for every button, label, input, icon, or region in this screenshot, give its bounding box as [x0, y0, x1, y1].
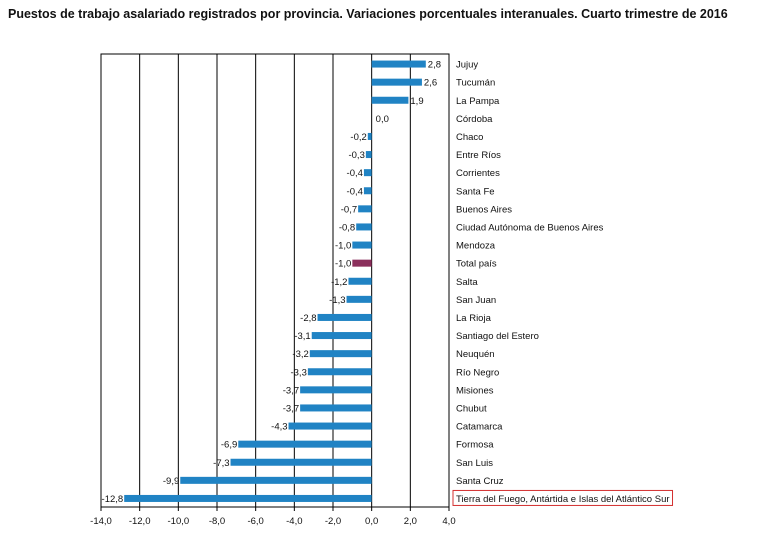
x-tick-label: -6,0	[247, 516, 263, 527]
bar	[356, 223, 372, 231]
category-label: Salta	[456, 277, 478, 288]
bar-value-label: -0,2	[350, 132, 366, 143]
category-label: Tucumán	[456, 78, 495, 89]
bar-value-label: -0,3	[348, 150, 364, 161]
category-label: Chaco	[456, 132, 483, 143]
bar	[358, 205, 372, 213]
x-tick-label: -4,0	[286, 516, 302, 527]
bar	[352, 259, 372, 267]
bar	[307, 368, 372, 376]
bar	[124, 494, 372, 502]
bar	[309, 350, 372, 358]
bar	[367, 132, 372, 140]
category-label: Río Negro	[456, 367, 499, 378]
category-label: San Juan	[456, 295, 496, 306]
category-label: Santa Cruz	[456, 476, 504, 487]
category-label: Corrientes	[456, 168, 500, 179]
x-tick-label: -12,0	[129, 516, 151, 527]
category-label: La Rioja	[456, 313, 492, 324]
x-tick-label: 4,0	[442, 516, 455, 527]
category-label: Entre Ríos	[456, 150, 501, 161]
bar	[346, 295, 372, 303]
bar	[352, 241, 372, 249]
bar-value-label: -12,8	[102, 494, 124, 505]
bar	[371, 78, 422, 86]
category-label: Catamarca	[456, 422, 503, 433]
bar	[363, 169, 372, 177]
bar-value-label: -0,4	[347, 168, 363, 179]
x-tick-label: -10,0	[168, 516, 190, 527]
bar-value-label: 1,9	[410, 96, 423, 107]
bar-value-label: -3,2	[292, 349, 308, 360]
bar-value-label: -9,9	[163, 476, 179, 487]
bar-value-label: -1,0	[335, 241, 351, 252]
category-label: Formosa	[456, 440, 494, 451]
bar	[300, 386, 372, 394]
bar	[311, 332, 372, 340]
bar	[180, 476, 372, 484]
category-label: Tierra del Fuego, Antártida e Islas del …	[456, 494, 670, 505]
bar	[300, 404, 372, 412]
category-label: Total país	[456, 259, 497, 270]
bar	[288, 422, 372, 430]
category-label: Santa Fe	[456, 186, 495, 197]
x-tick-label: -14,0	[90, 516, 112, 527]
category-label: Santiago del Estero	[456, 331, 539, 342]
bar-value-label: 0,0	[376, 114, 389, 125]
bar-value-label: 2,6	[424, 78, 437, 89]
bar	[238, 440, 372, 448]
category-label: San Luis	[456, 458, 493, 469]
category-label: Buenos Aires	[456, 204, 512, 215]
bar-value-label: -0,7	[341, 204, 357, 215]
bar-value-label: -7,3	[213, 458, 229, 469]
category-label: Neuquén	[456, 349, 495, 360]
x-tick-label: -2,0	[325, 516, 341, 527]
bar	[371, 96, 409, 104]
bar	[363, 187, 372, 195]
bar	[365, 151, 372, 159]
bar-value-label: -0,4	[347, 186, 363, 197]
bar-value-label: -6,9	[221, 440, 237, 451]
bar-value-label: -1,0	[335, 259, 351, 270]
category-label: Córdoba	[456, 114, 493, 125]
bar-value-label: -0,8	[339, 222, 355, 233]
plot-frame	[100, 53, 450, 508]
bar-value-label: -1,3	[329, 295, 345, 306]
bar-value-label: -3,7	[283, 385, 299, 396]
category-label: Misiones	[456, 385, 494, 396]
bar-value-label: -3,1	[294, 331, 310, 342]
bar	[230, 458, 372, 466]
highlight-box	[452, 489, 674, 506]
category-label: Jujuy	[456, 60, 478, 71]
bar-value-label: -4,3	[271, 422, 287, 433]
bar-value-label: -3,3	[290, 367, 306, 378]
category-label: Chubut	[456, 403, 487, 414]
x-tick-label: 2,0	[404, 516, 417, 527]
category-label: Ciudad Autónoma de Buenos Aires	[456, 222, 604, 233]
bar	[371, 60, 426, 68]
x-tick-label: -8,0	[209, 516, 225, 527]
bar	[317, 313, 372, 321]
x-tick-label: 0,0	[365, 516, 378, 527]
bar-value-label: -2,8	[300, 313, 316, 324]
category-label: La Pampa	[456, 96, 500, 107]
bar-value-label: -1,2	[331, 277, 347, 288]
chart-title: Puestos de trabajo asalariado registrado…	[8, 7, 728, 21]
bar	[348, 277, 372, 285]
bar-value-label: 2,8	[428, 60, 441, 71]
bar-value-label: -3,7	[283, 403, 299, 414]
category-label: Mendoza	[456, 241, 496, 252]
